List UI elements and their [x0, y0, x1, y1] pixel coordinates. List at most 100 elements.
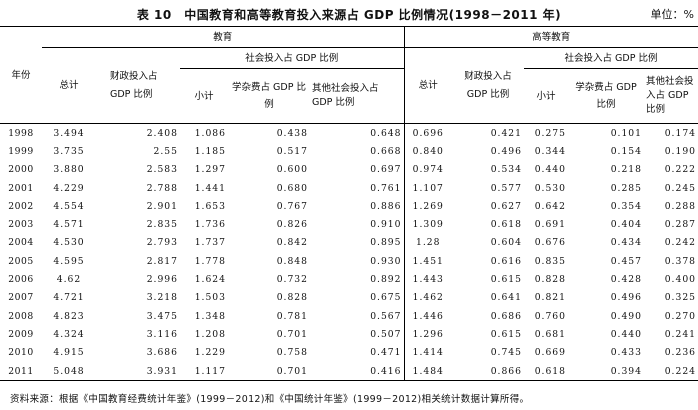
- cell-h-total: 1.451: [403, 252, 452, 271]
- cell-e-sub: 1.348: [194, 310, 226, 322]
- cell-e-fiscal: 2.788: [146, 182, 178, 194]
- table-body: 1998 3.494 2.408 1.086 0.438 0.648 0.696 0.421 0…: [0, 123, 698, 381]
- cell-e-fiscal: 3.116: [146, 328, 178, 340]
- cell-e-total: 4.595: [53, 255, 85, 267]
- header-higher-tuition: 学杂费占 GDP 比例: [568, 68, 644, 124]
- cell-h-fiscal: 0.745: [490, 347, 522, 359]
- cell-h-fiscal: 0.616: [490, 255, 522, 267]
- cell-e-tuition: 0.701: [276, 365, 308, 377]
- cell-h-tuition: 0.218: [610, 164, 642, 176]
- cell-h-other: 0.190: [664, 145, 697, 157]
- cell-e-sub: 1.778: [194, 255, 226, 267]
- header-higher-social: 社会投入占 GDP 比例: [524, 47, 698, 69]
- cell-e-sub: 1.736: [194, 219, 226, 231]
- cell-e-other: 0.507: [370, 328, 402, 340]
- header-higher-subtotal: 小计: [524, 68, 568, 124]
- cell-e-sub: 1.737: [194, 237, 226, 249]
- cell-year: 2003: [8, 219, 34, 231]
- cell-h-other: 0.287: [664, 219, 697, 231]
- cell-h-tuition: 0.154: [610, 145, 642, 157]
- cell-h-other: 0.378: [664, 255, 697, 267]
- cell-h-fiscal: 0.534: [490, 164, 522, 176]
- cell-e-total: 4.721: [53, 292, 85, 304]
- cell-e-sub: 1.503: [194, 292, 226, 304]
- cell-h-tuition: 0.434: [610, 237, 642, 249]
- cell-h-total: 1.28: [403, 233, 452, 253]
- cell-year: 2004: [8, 237, 34, 249]
- cell-h-fiscal: 0.627: [490, 200, 522, 212]
- cell-h-fiscal: 0.615: [490, 274, 522, 286]
- cell-h-total: 1.269: [403, 197, 452, 216]
- cell-e-total: 4.530: [53, 237, 85, 249]
- cell-e-other: 0.697: [370, 164, 402, 176]
- cell-e-fiscal: 3.931: [146, 365, 178, 377]
- table-row: 2011 5.048 3.931 1.117 0.701 0.416 1.484 0.866 0…: [0, 361, 698, 381]
- cell-h-fiscal: 0.604: [490, 237, 522, 249]
- cell-h-tuition: 0.404: [610, 219, 642, 231]
- cell-e-sub: 1.624: [194, 274, 226, 286]
- cell-e-fiscal: 2.583: [146, 164, 178, 176]
- cell-year: 2009: [8, 328, 34, 340]
- cell-e-total: 3.494: [53, 127, 85, 139]
- cell-h-total: 0.974: [403, 160, 452, 179]
- cell-h-other: 0.174: [664, 127, 697, 139]
- cell-h-other: 0.325: [664, 292, 697, 304]
- table-row: 2006 4.62 2.996 1.624 0.732 0.892 1.443 0.615 0.…: [0, 270, 698, 289]
- cell-e-total: 4.229: [53, 182, 85, 194]
- cell-e-fiscal: 2.901: [146, 200, 178, 212]
- cell-h-fiscal: 0.641: [490, 292, 522, 304]
- cell-year: 2007: [8, 292, 34, 304]
- cell-e-fiscal: 3.686: [146, 347, 178, 359]
- cell-e-tuition: 0.848: [276, 255, 308, 267]
- cell-h-total: 1.107: [403, 178, 452, 198]
- cell-e-sub: 1.229: [194, 347, 226, 359]
- cell-h-sub: 0.440: [534, 164, 566, 176]
- cell-h-other: 0.242: [664, 237, 697, 249]
- cell-e-tuition: 0.701: [276, 328, 308, 340]
- cell-e-tuition: 0.600: [276, 164, 308, 176]
- cell-h-total: 1.443: [403, 270, 452, 289]
- cell-year: 2006: [8, 274, 34, 286]
- cell-h-other: 0.288: [664, 200, 697, 212]
- cell-e-tuition: 0.758: [276, 347, 308, 359]
- cell-e-fiscal: 2.408: [146, 127, 178, 139]
- cell-h-other: 0.241: [664, 328, 697, 340]
- cell-year: 1998: [8, 127, 34, 139]
- table-row: 1999 3.735 2.55 1.185 0.517 0.668 0.840 0.496 0.…: [0, 142, 698, 161]
- header-edu-social: 社会投入占 GDP 比例: [180, 47, 404, 69]
- cell-e-sub: 1.653: [194, 200, 226, 212]
- cell-e-fiscal: 3.475: [146, 310, 178, 322]
- cell-h-total: 1.414: [403, 343, 452, 362]
- cell-e-fiscal: 2.835: [146, 219, 178, 231]
- cell-h-tuition: 0.433: [610, 347, 642, 359]
- cell-h-fiscal: 0.577: [490, 182, 522, 194]
- cell-year: 2008: [8, 310, 34, 322]
- cell-h-tuition: 0.285: [610, 182, 642, 194]
- cell-h-total: 1.446: [403, 306, 452, 326]
- cell-e-total: 4.571: [53, 219, 85, 231]
- cell-h-sub: 0.681: [534, 328, 566, 340]
- cell-h-sub: 0.642: [534, 200, 566, 212]
- cell-e-other: 0.910: [370, 219, 402, 231]
- unit-label: 单位：%: [650, 8, 694, 21]
- cell-e-other: 0.761: [370, 182, 402, 194]
- table-title: 表 10 中国教育和高等教育投入来源占 GDP 比例情况(1998－2011 年…: [136, 8, 562, 22]
- cell-h-sub: 0.828: [534, 274, 566, 286]
- cell-e-other: 0.895: [370, 237, 402, 249]
- cell-h-sub: 0.760: [534, 310, 566, 322]
- table-row: 2004 4.530 2.793 1.737 0.842 0.895 1.28 0.604 0.…: [0, 233, 698, 253]
- cell-h-sub: 0.821: [534, 292, 566, 304]
- cell-e-other: 0.675: [370, 292, 402, 304]
- table-row: 2009 4.324 3.116 1.208 0.701 0.507 1.296 0.615 0…: [0, 325, 698, 344]
- cell-e-fiscal: 2.793: [146, 237, 178, 249]
- cell-e-tuition: 0.732: [276, 274, 308, 286]
- cell-year: 1999: [8, 145, 34, 157]
- cell-year: 2011: [8, 365, 34, 377]
- cell-h-sub: 0.618: [534, 365, 566, 377]
- header-higher-total: 总计: [403, 47, 452, 124]
- header-education: 教育: [42, 26, 404, 48]
- cell-e-total: 4.62: [56, 274, 82, 286]
- cell-h-fiscal: 0.421: [490, 127, 522, 139]
- cell-h-sub: 0.344: [534, 145, 566, 157]
- cell-year: 2001: [8, 182, 34, 194]
